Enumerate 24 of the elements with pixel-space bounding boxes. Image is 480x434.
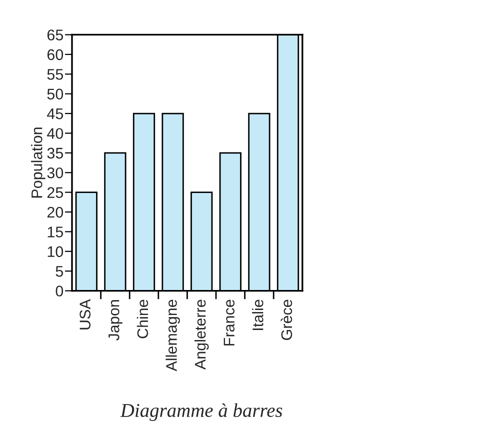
- text: Diagramme à barres: [120, 403, 282, 421]
- x-tick-label: Italie: [252, 300, 264, 330]
- x-tick-label: Chine: [136, 300, 148, 338]
- y-tick-label: 5: [56, 266, 64, 277]
- y-tick-label: 0: [56, 286, 64, 296]
- y-tick-label: 20: [47, 206, 64, 218]
- y-tick-label: 15: [48, 226, 64, 238]
- x-tick-label: Allemagne: [166, 300, 180, 372]
- x-tick-label: Japon: [108, 300, 122, 340]
- y-tick-label: 65: [47, 30, 64, 40]
- x-tick-label: Grèce: [280, 300, 292, 340]
- y-tick-label: 10: [48, 246, 64, 258]
- y-tick-label: 30: [47, 167, 64, 178]
- y-tick-label: 25: [47, 187, 64, 198]
- y-tick-label: 40: [47, 128, 64, 139]
- x-tick-label: Angleterre: [194, 300, 209, 370]
- y-tick-label: 45: [47, 108, 64, 120]
- y-axis-title: Population: [31, 128, 46, 198]
- x-tick-label: USA: [80, 299, 90, 330]
- y-tick-label: 35: [47, 148, 64, 159]
- x-tick-label: France: [224, 300, 234, 346]
- y-tick-label: 60: [47, 49, 64, 60]
- y-tick-label: 55: [47, 69, 64, 80]
- y-tick-label: 50: [47, 88, 64, 100]
